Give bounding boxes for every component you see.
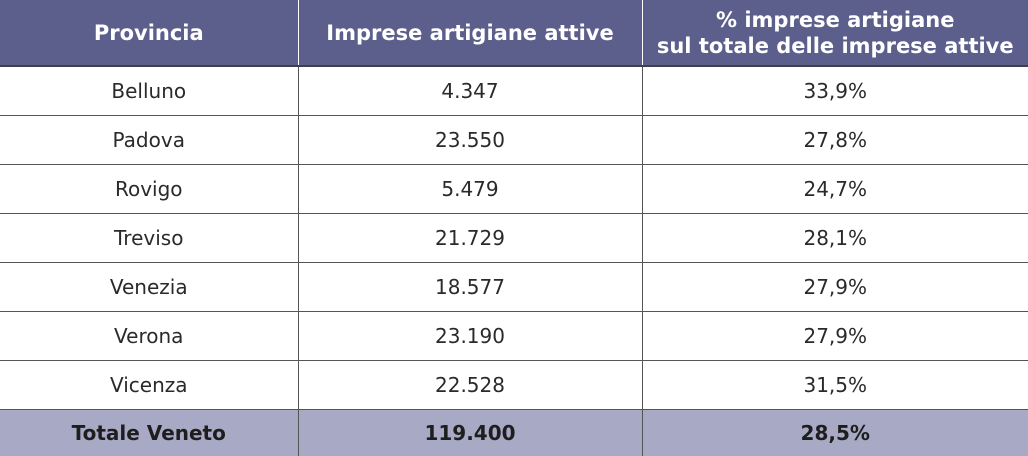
table-row: Venezia 18.577 27,9% — [0, 263, 1028, 312]
cell-provincia: Rovigo — [0, 165, 298, 214]
header-row: Provincia Imprese artigiane attive % imp… — [0, 0, 1028, 66]
table-row: Treviso 21.729 28,1% — [0, 214, 1028, 263]
cell-provincia: Verona — [0, 312, 298, 361]
cell-provincia: Belluno — [0, 66, 298, 116]
cell-provincia: Padova — [0, 116, 298, 165]
table-row: Rovigo 5.479 24,7% — [0, 165, 1028, 214]
table-row: Padova 23.550 27,8% — [0, 116, 1028, 165]
cell-percentuale: 27,9% — [642, 263, 1028, 312]
cell-imprese: 5.479 — [298, 165, 642, 214]
header-imprese-line-1: Imprese artigiane attive — [303, 20, 638, 46]
header-percentuale: % imprese artigiane sul totale delle imp… — [642, 0, 1028, 66]
cell-percentuale: 28,1% — [642, 214, 1028, 263]
cell-imprese: 21.729 — [298, 214, 642, 263]
table-row: Belluno 4.347 33,9% — [0, 66, 1028, 116]
total-label: Totale Veneto — [0, 410, 298, 456]
table-row: Vicenza 22.528 31,5% — [0, 361, 1028, 410]
cell-percentuale: 33,9% — [642, 66, 1028, 116]
cell-imprese: 23.190 — [298, 312, 642, 361]
cell-imprese: 22.528 — [298, 361, 642, 410]
cell-provincia: Venezia — [0, 263, 298, 312]
header-provincia-line-1: Provincia — [4, 20, 294, 46]
total-row: Totale Veneto 119.400 28,5% — [0, 410, 1028, 456]
total-imprese: 119.400 — [298, 410, 642, 456]
cell-percentuale: 27,9% — [642, 312, 1028, 361]
cell-provincia: Vicenza — [0, 361, 298, 410]
cell-percentuale: 24,7% — [642, 165, 1028, 214]
cell-imprese: 18.577 — [298, 263, 642, 312]
cell-percentuale: 27,8% — [642, 116, 1028, 165]
cell-imprese: 23.550 — [298, 116, 642, 165]
cell-percentuale: 31,5% — [642, 361, 1028, 410]
header-percentuale-line-1: % imprese artigiane — [647, 7, 1025, 33]
cell-imprese: 4.347 — [298, 66, 642, 116]
table-row: Verona 23.190 27,9% — [0, 312, 1028, 361]
header-imprese-artigiane: Imprese artigiane attive — [298, 0, 642, 66]
header-provincia: Provincia — [0, 0, 298, 66]
cell-provincia: Treviso — [0, 214, 298, 263]
total-percentuale: 28,5% — [642, 410, 1028, 456]
header-percentuale-line-2: sul totale delle imprese attive — [647, 33, 1025, 59]
